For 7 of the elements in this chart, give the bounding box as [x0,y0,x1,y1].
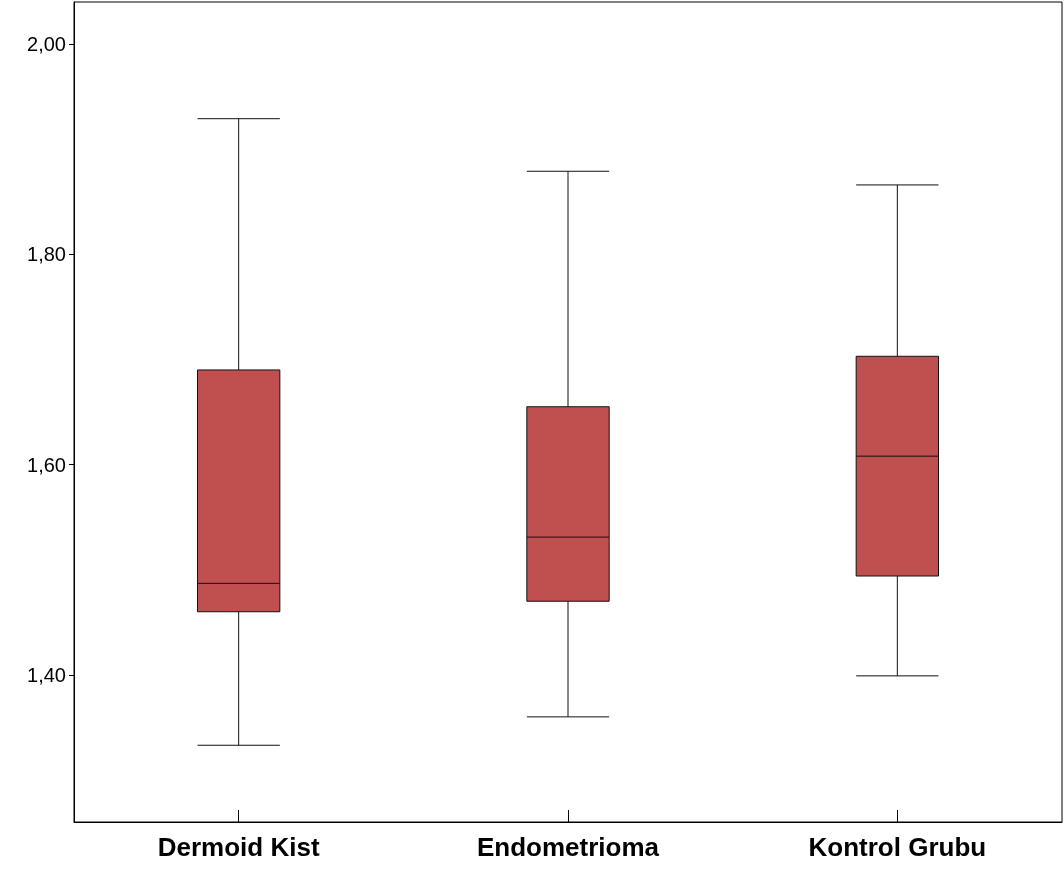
y-tick-label: 1,40 [27,663,66,686]
x-tick-label: Endometrioma [476,832,660,862]
y-tick-label: 2,00 [27,33,66,56]
y-tick-label: 1,60 [27,453,66,476]
y-tick-label: 1,80 [27,243,66,266]
x-tick-label: Kontrol Grubu [808,832,987,862]
x-tick-label: Dermoid Kist [157,832,320,862]
